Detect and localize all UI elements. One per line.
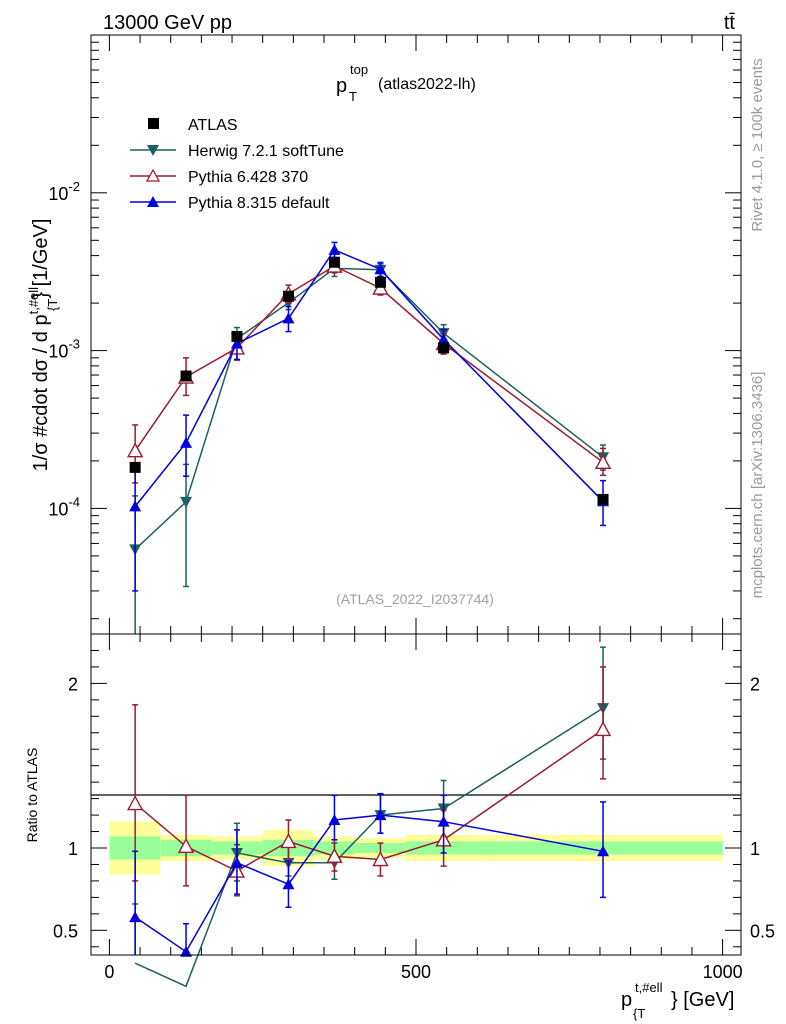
top-atlas-point <box>231 330 243 342</box>
top-pythia-8-315-default-point <box>374 263 387 275</box>
ratio-pythia-8-315-default-point <box>437 815 450 827</box>
ratio-y-axis-label: Ratio to ATLAS <box>24 748 40 843</box>
analysis-id: (ATLAS_2022_I2037744) <box>336 591 494 607</box>
x-tick-label: 1000 <box>703 962 743 982</box>
ratio-pythia-6-428-370-point <box>594 721 612 737</box>
mcplots-label: mcplots.cern.ch [arXiv:1306.3436] <box>749 372 766 599</box>
title-superscript: top <box>350 62 368 77</box>
ratio-y-tick-label-left: 1 <box>68 839 78 859</box>
ratio-pythia-8-315-default-point <box>374 809 387 821</box>
ratio-pythia-8-315-default-group <box>129 792 610 957</box>
legend-item-atlas: ATLAS <box>148 117 238 134</box>
top-herwig-7-2-1-softtune-line <box>134 267 604 550</box>
ratio-pythia-6-428-370-point <box>372 851 389 867</box>
top-atlas-group <box>129 256 609 505</box>
top-pythia-6-428-370-point <box>594 453 612 469</box>
x-axis-label-main: p <box>621 989 632 1011</box>
legend: ATLAS Herwig 7.2.1 softTune Pythia 6.428… <box>130 117 344 212</box>
top-y-tick-label: 10-4 <box>48 494 80 519</box>
legend-atlas-label: ATLAS <box>188 117 238 134</box>
top-pythia-6-428-370-line <box>134 265 604 463</box>
ratio-pythia-8-315-default-point <box>129 911 142 923</box>
top-pythia-6-428-370-point <box>126 442 144 458</box>
ratio-y-tick-label-left: 0.5 <box>53 921 78 941</box>
legend-item-pythia8: Pythia 8.315 default <box>130 195 330 212</box>
ratio-y-tick-label-left: 2 <box>68 674 78 694</box>
top-pythia-8-315-default-point <box>129 500 142 512</box>
ratio-pythia-6-428-370-point <box>177 837 195 854</box>
ratio-pythia-6-428-370-point <box>326 847 343 863</box>
top-atlas-point <box>597 493 609 505</box>
legend-herwig-label: Herwig 7.2.1 softTune <box>188 143 344 160</box>
x-tick-labels: 0 500 1000 <box>104 962 742 982</box>
top-herwig-7-2-1-softtune-point <box>180 496 193 508</box>
title-subscript: T <box>349 89 357 104</box>
top-y-tick-label: 10-2 <box>48 179 80 204</box>
ratio-frame <box>90 633 742 956</box>
energy-label: 13000 GeV pp <box>103 12 232 34</box>
top-atlas-point <box>328 256 340 268</box>
x-axis-label-sup: t,#ell <box>635 980 663 995</box>
legend-herwig-marker <box>147 145 159 156</box>
top-series <box>126 241 612 634</box>
ratio-y-tick-label-right: 0.5 <box>750 921 775 941</box>
ratio-pythia-8-315-default-point <box>180 945 193 957</box>
legend-pythia6-label: Pythia 6.428 370 <box>188 169 308 186</box>
title-main: p <box>336 75 347 97</box>
ratio-pythia-6-428-370-point <box>280 832 297 849</box>
ratio-y-tick-label-right: 2 <box>750 674 760 694</box>
top-pythia-8-315-default-point <box>437 333 450 345</box>
legend-item-pythia6: Pythia 6.428 370 <box>130 168 308 186</box>
top-pythia-8-315-default-point <box>180 436 193 448</box>
top-y-tick-labels: 10-4 10-3 10-2 <box>48 179 80 520</box>
legend-pythia6-marker <box>145 168 161 182</box>
x-axis-label: p t,#ell {T } [GeV] <box>621 980 734 1021</box>
top-pythia-8-315-default-point <box>282 312 295 324</box>
top-pythia-8-315-default-point <box>328 243 341 255</box>
top-atlas-point <box>129 461 141 473</box>
ratio-pythia-8-315-default-point <box>597 845 610 857</box>
top-atlas-point <box>282 290 294 302</box>
ratio-y-tick-label-right: 1 <box>750 839 760 859</box>
ratio-pythia-8-315-default-point <box>328 814 341 826</box>
top-axis-ticks <box>91 34 741 634</box>
ratio-panel: 0.5 0.5 1 1 2 2 Ratio to ATLAS <box>24 633 775 988</box>
top-atlas-point <box>374 276 386 288</box>
ratio-pythia-8-315-default-point <box>282 878 295 890</box>
top-pythia-8-315-default-line <box>134 248 604 507</box>
legend-pythia8-label: Pythia 8.315 default <box>188 195 330 212</box>
title-tag: (atlas2022-lh) <box>378 76 476 93</box>
legend-atlas-marker <box>148 118 159 129</box>
x-tick-label: 500 <box>401 962 431 982</box>
ratio-pythia-8-315-default-point <box>230 856 243 868</box>
top-atlas-point <box>180 370 192 382</box>
ratio-pythia-6-428-370-group <box>126 666 612 897</box>
x-tick-label: 0 <box>104 962 114 982</box>
legend-pythia8-marker <box>147 196 159 207</box>
top-panel: p top T (atlas2022-lh) (ATLAS_2022_I2037… <box>48 34 742 635</box>
top-y-tick-label: 10-3 <box>48 337 80 362</box>
ratio-herwig-7-2-1-softtune-line <box>134 707 604 988</box>
ratio-pythia-6-428-370-line <box>134 728 604 872</box>
ratio-series <box>126 646 612 988</box>
rivet-version-label: Rivet 4.1.0, ≥ 100k events <box>749 58 766 231</box>
process-label: tt̄ <box>724 12 736 34</box>
ratio-pythia-8-315-default-line <box>134 814 604 953</box>
x-axis-label-sub: {T <box>633 1006 645 1021</box>
ratio-y-tick-labels: 0.5 0.5 1 1 2 2 <box>53 674 775 941</box>
top-atlas-point <box>438 342 450 354</box>
x-axis-label-unit: } [GeV] <box>671 989 734 1011</box>
legend-item-herwig: Herwig 7.2.1 softTune <box>130 143 344 160</box>
top-pythia-8-315-default-point <box>230 337 243 349</box>
top-pythia-8-315-default-group <box>129 241 610 592</box>
ratio-pythia-6-428-370-point <box>126 795 144 811</box>
